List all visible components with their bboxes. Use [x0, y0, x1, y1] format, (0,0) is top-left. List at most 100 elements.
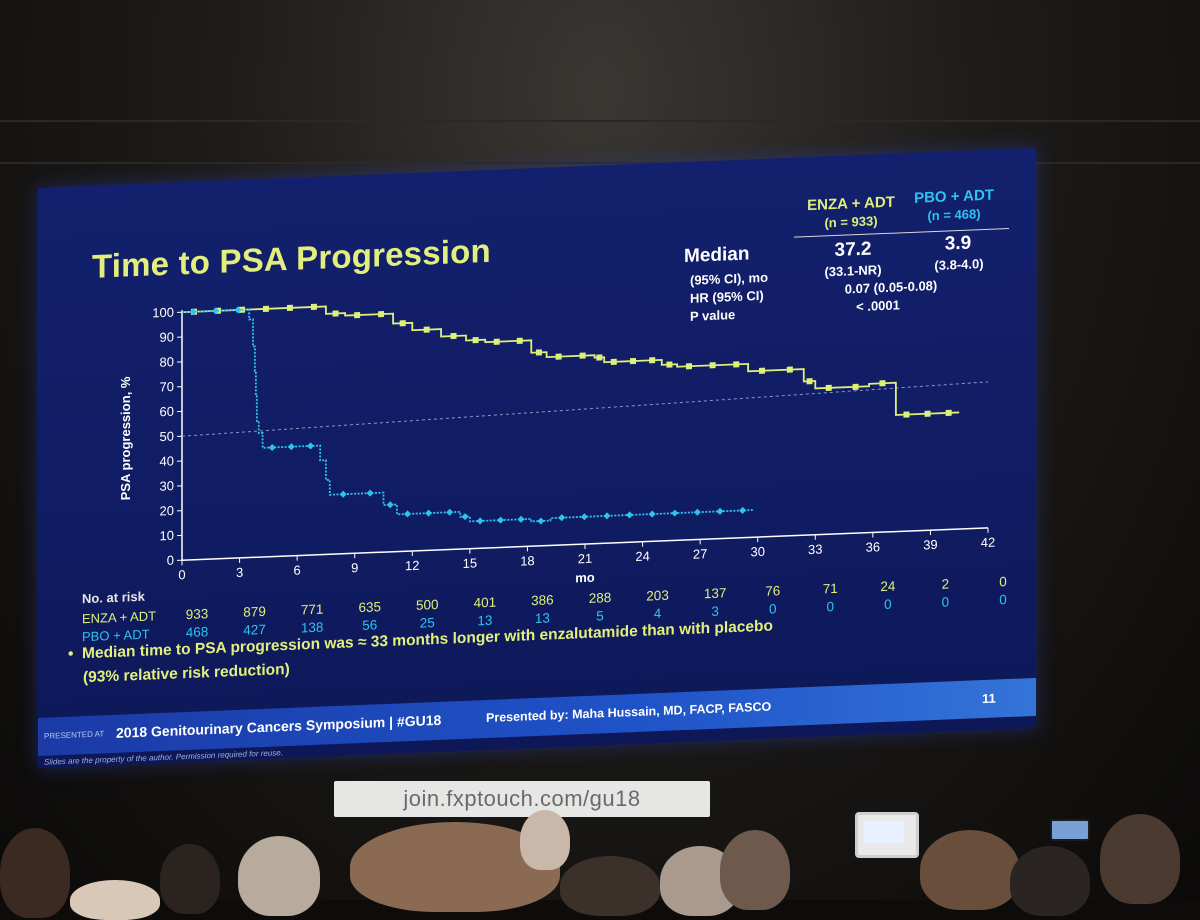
- x-axis-label: mo: [575, 570, 595, 586]
- y-tick-label: 80: [160, 354, 174, 370]
- enza-censor-mark: [686, 363, 692, 369]
- enza-at-risk-value: 203: [638, 587, 678, 604]
- enza-censor-mark: [287, 305, 293, 311]
- audience-head: [720, 830, 790, 910]
- enza-censor-mark: [649, 357, 655, 363]
- pbo-censor-mark: [288, 443, 295, 450]
- enza-censor-mark: [333, 310, 339, 316]
- y-tick-label: 20: [160, 503, 174, 519]
- projection-screen: Time to PSA Progression ENZA + ADT (n = …: [38, 148, 1036, 768]
- pbo-censor-mark: [649, 511, 656, 518]
- audience-phone: [1050, 819, 1090, 841]
- y-tick-label: 60: [160, 404, 174, 420]
- enza-censor-mark: [666, 361, 672, 367]
- enza-censor-mark: [580, 353, 586, 359]
- x-tick-label: 24: [635, 548, 649, 564]
- enza-censor-mark: [925, 411, 931, 417]
- x-tick-label: 9: [351, 560, 358, 575]
- pbo-at-risk-value: 0: [925, 594, 965, 611]
- y-axis-label: PSA progression, %: [118, 376, 133, 501]
- pbo-censor-mark: [603, 512, 610, 519]
- presenter-name: Presented by: Maha Hussain, MD, FACP, FA…: [486, 700, 771, 725]
- x-tick-label: 30: [750, 544, 764, 560]
- presented-at-label: PRESENTED AT: [44, 729, 104, 740]
- enza-at-risk-value: 386: [522, 592, 562, 609]
- x-tick-label: 3: [236, 565, 243, 580]
- pbo-censor-mark: [404, 510, 411, 517]
- enza-at-risk-value: 24: [868, 578, 908, 595]
- enza-censor-mark: [451, 333, 457, 339]
- enza-at-risk-value: 2: [925, 576, 965, 593]
- pbo-censor-mark: [694, 509, 701, 516]
- bullet-dot: •: [68, 645, 82, 663]
- audience-head: [160, 844, 220, 914]
- enza-censor-mark: [517, 338, 523, 344]
- conference-name: 2018 Genitourinary Cancers Symposium | #…: [116, 712, 441, 741]
- x-tick-label: 33: [808, 541, 822, 557]
- y-tick-label: 90: [160, 329, 174, 345]
- enza-adt-curve: [182, 281, 959, 444]
- enza-censor-mark: [311, 304, 317, 310]
- pbo-censor-mark: [307, 442, 314, 449]
- y-tick-label: 0: [167, 553, 174, 568]
- pbo-censor-mark: [716, 508, 723, 515]
- enza-censor-mark: [903, 411, 909, 417]
- pbo-censor-mark: [446, 509, 453, 516]
- x-tick-label: 0: [178, 567, 185, 582]
- pbo-censor-mark: [425, 510, 432, 517]
- enza-censor-mark: [853, 384, 859, 390]
- y-tick-label: 100: [152, 305, 174, 321]
- enza-censor-mark: [473, 337, 479, 343]
- x-tick-label: 15: [463, 555, 477, 571]
- enza-censor-mark: [611, 359, 617, 365]
- enza-censor-mark: [630, 358, 636, 364]
- enza-censor-mark: [354, 312, 360, 318]
- reference-line-50: [182, 382, 988, 436]
- y-tick-label: 10: [160, 528, 174, 544]
- enza-censor-mark: [759, 368, 765, 374]
- enza-censor-mark: [400, 320, 406, 326]
- enza-at-risk-value: 771: [292, 601, 332, 618]
- audience-head: [70, 880, 160, 920]
- x-tick-label: 6: [294, 562, 301, 577]
- pbo-at-risk-value: 0: [983, 591, 1023, 608]
- y-tick-label: 70: [160, 379, 174, 395]
- enza-censor-mark: [733, 361, 739, 367]
- pbo-censor-mark: [462, 513, 469, 520]
- x-tick-label: 42: [981, 535, 995, 551]
- x-tick-label: 27: [693, 546, 707, 562]
- pbo-censor-mark: [269, 444, 276, 451]
- y-tick-label: 40: [160, 453, 174, 469]
- audience-head: [0, 828, 70, 918]
- pbo-censor-mark: [671, 510, 678, 517]
- at-risk-label: No. at risk: [82, 589, 145, 607]
- enza-at-risk-value: 500: [407, 597, 447, 614]
- pbo-censor-mark: [537, 517, 544, 524]
- y-tick-label: 50: [160, 429, 174, 445]
- pbo-censor-mark: [626, 511, 633, 518]
- audience-head: [560, 856, 660, 916]
- pbo-censor-mark: [340, 491, 347, 498]
- pbo-censor-mark: [739, 507, 746, 514]
- bullet-text-line2: (93% relative risk reduction): [68, 661, 290, 687]
- pbo-adt-curve: [182, 289, 754, 535]
- x-tick-label: 12: [405, 558, 419, 574]
- audience-head: [1100, 814, 1180, 904]
- enza-at-risk-value: 71: [810, 580, 850, 597]
- audience-head: [920, 830, 1020, 910]
- audience-head: [238, 836, 320, 916]
- audience-head: [1010, 846, 1090, 916]
- enza-at-risk-value: 933: [177, 606, 217, 623]
- pbo-censor-mark: [558, 514, 565, 521]
- enza-censor-mark: [556, 353, 562, 359]
- audience-head: [520, 810, 570, 870]
- enza-censor-mark: [536, 349, 542, 355]
- at-risk-enza-label: ENZA + ADT: [82, 608, 156, 626]
- enza-at-risk-value: 288: [580, 590, 620, 607]
- enza-at-risk-value: 879: [235, 603, 275, 620]
- enza-censor-mark: [879, 380, 885, 386]
- enza-censor-mark: [710, 362, 716, 368]
- enza-censor-mark: [826, 385, 832, 391]
- enza-at-risk-value: 137: [695, 585, 735, 602]
